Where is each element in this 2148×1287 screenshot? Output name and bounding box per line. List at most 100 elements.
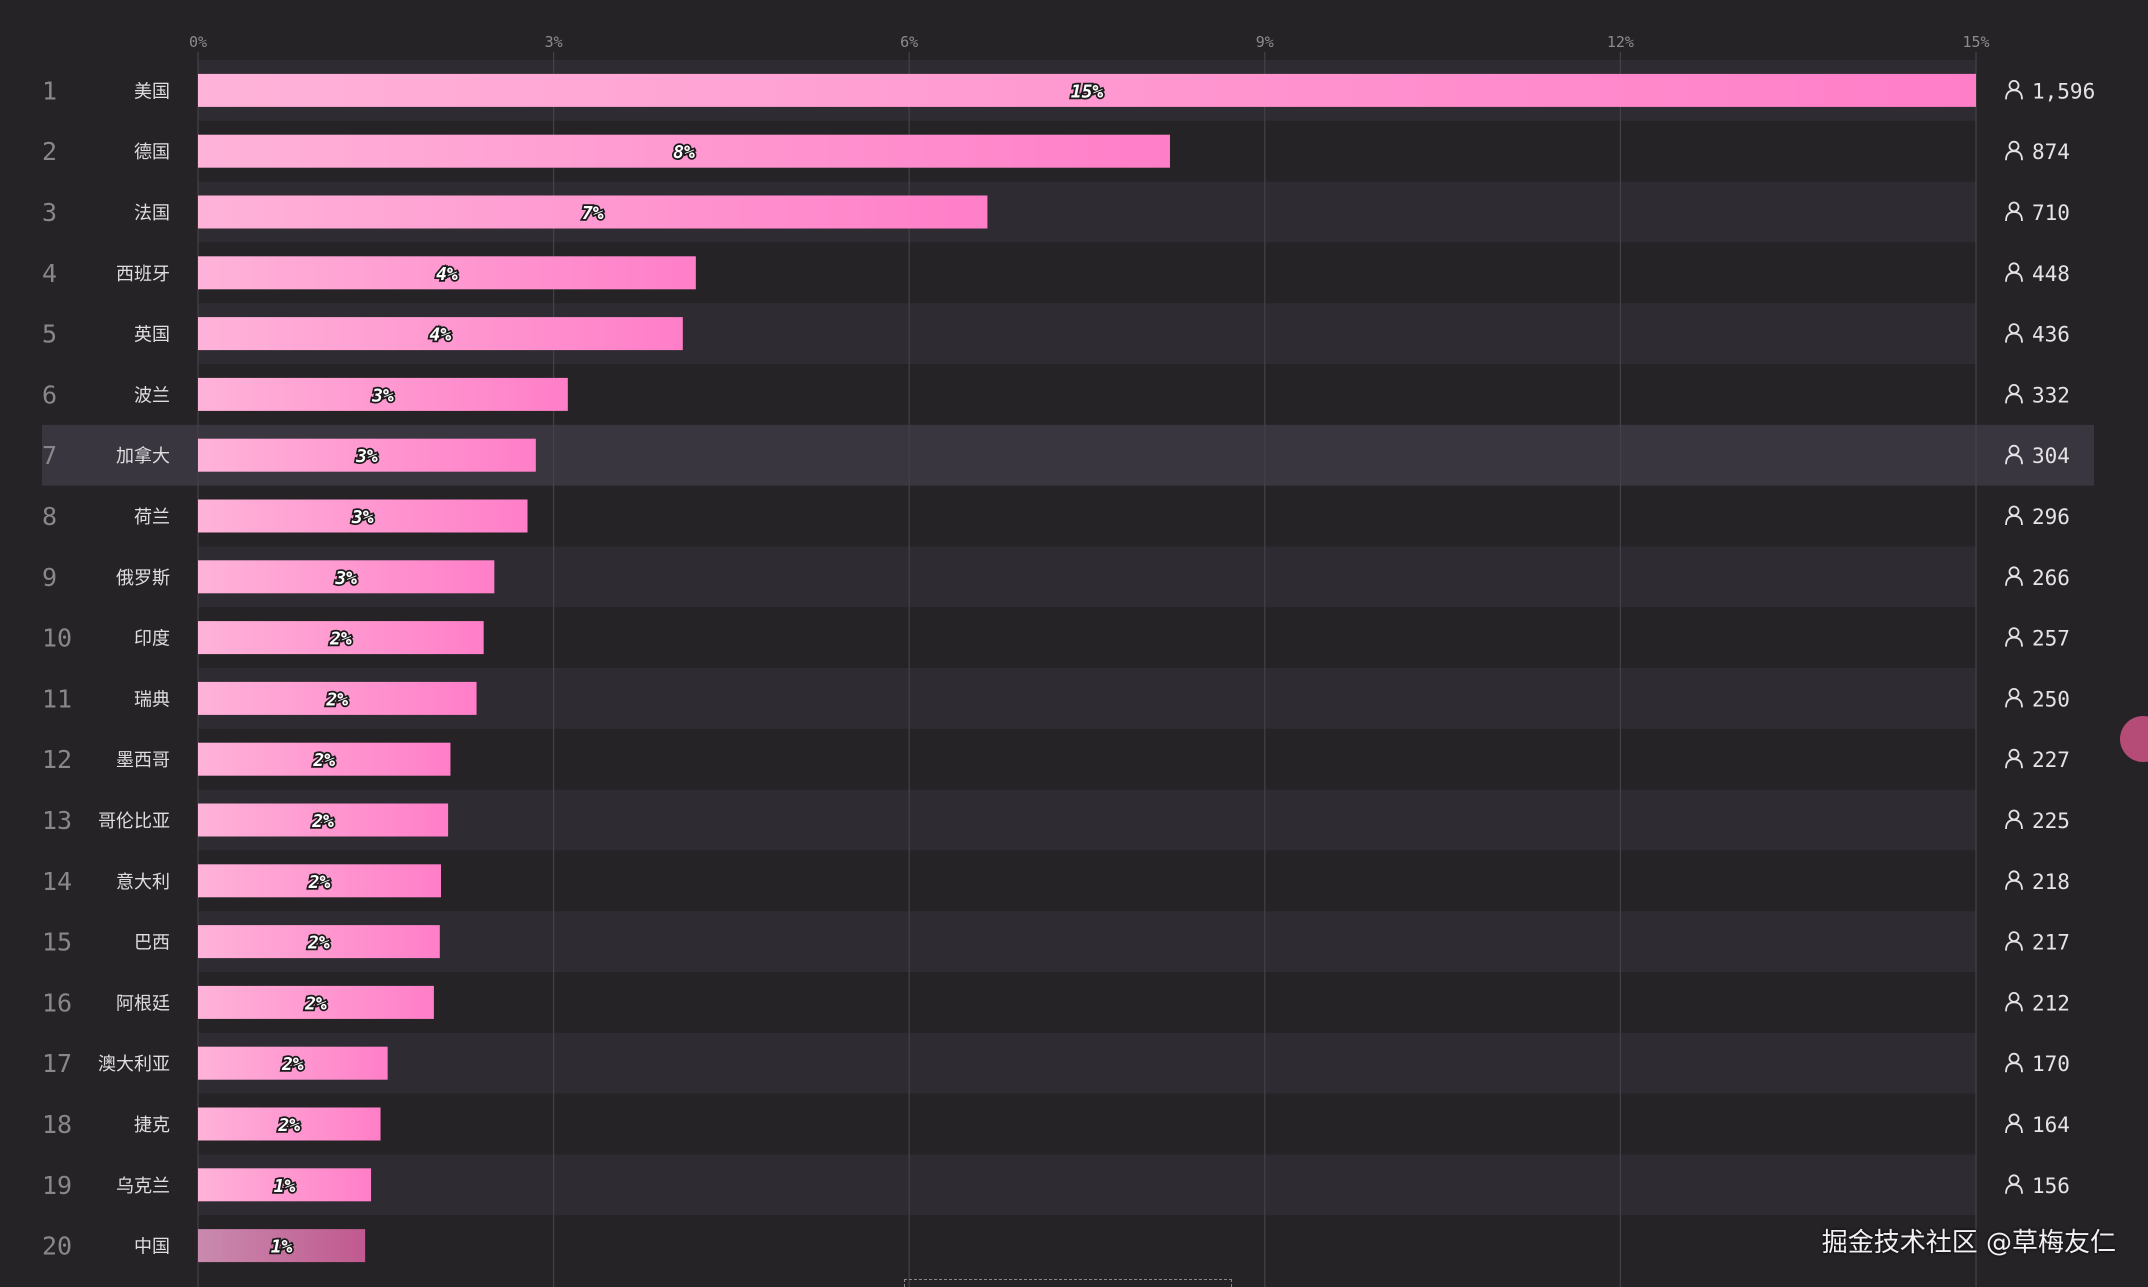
user-icon [2005,505,2023,526]
user-icon [2005,931,2023,951]
row-stripe [198,668,1976,729]
country-label: 乌克兰 [116,1176,170,1197]
country-label: 法国 [134,203,170,224]
bar-value-label: 1% [271,1237,293,1258]
bar-value-label: 3% [371,385,394,406]
bar-value-label: 8% [673,142,695,163]
rank-label: 19 [42,1171,72,1200]
user-icon [2005,444,2023,465]
user-icon [2005,748,2023,769]
count-label: 448 [2032,262,2070,286]
bar-value-label: 15% [1071,81,1104,102]
bar [198,499,528,533]
bar [198,621,484,655]
rank-label: 1 [42,76,57,105]
user-icon [2005,80,2023,100]
bar-value-label: 2% [277,1115,300,1136]
x-tick-label: 12% [1607,33,1634,51]
country-label: 西班牙 [116,264,170,285]
country-label: 荷兰 [134,507,170,528]
user-icon [2005,323,2023,343]
x-tick-label: 6% [900,33,918,51]
count-label: 170 [2032,1052,2070,1076]
count-label: 227 [2032,748,2070,772]
rank-label: 7 [42,441,57,470]
count-label: 212 [2032,991,2070,1015]
bar-value-label: 7% [582,203,604,224]
bar-value-label: 3% [351,507,374,528]
country-label: 英国 [134,325,170,346]
count-label: 250 [2032,687,2070,711]
user-icon [2005,1113,2023,1134]
bar-value-label: 2% [329,629,352,650]
count-label: 218 [2032,870,2070,894]
x-tick-label: 3% [545,33,563,51]
user-icon [2005,809,2023,830]
user-icon [2005,262,2023,282]
rank-label: 13 [42,806,72,835]
bar [198,1168,372,1202]
bar-value-label: 1% [274,1176,296,1197]
bar [198,742,451,776]
rank-label: 6 [42,380,57,409]
country-label: 澳大利亚 [98,1054,170,1075]
x-tick-label: 0% [189,33,207,51]
count-label: 436 [2032,323,2070,347]
bar-value-label: 4% [430,325,452,346]
bar [198,438,536,472]
bar-value-label: 2% [307,933,330,954]
user-icon [2005,383,2023,404]
bar [198,803,449,837]
watermark: 掘金技术社区 @草梅友仁 [1821,1228,2116,1258]
country-label: 意大利 [116,872,170,893]
bar-value-label: 3% [355,446,378,467]
count-label: 1,596 [2032,79,2095,103]
user-icon [2005,140,2023,161]
count-label: 225 [2032,809,2070,833]
user-icon [2005,627,2023,647]
bar-value-label: 2% [312,750,335,771]
bar [198,1046,388,1080]
country-label: 俄罗斯 [116,568,170,589]
rank-label: 10 [42,624,72,653]
country-label: 中国 [134,1237,170,1258]
country-label: 巴西 [134,933,170,954]
count-label: 710 [2032,201,2070,225]
user-icon [2005,688,2023,708]
count-label: 332 [2032,383,2070,407]
country-label: 墨西哥 [116,750,170,771]
bar-value-label: 4% [436,264,458,285]
scroll-indicator [904,1279,1232,1287]
count-label: 156 [2032,1174,2070,1198]
user-icon [2005,1174,2023,1194]
bar [198,256,696,290]
rank-label: 11 [42,684,72,713]
bar [198,1107,381,1141]
bar [198,925,440,959]
country-label: 瑞典 [134,689,170,710]
rank-label: 5 [42,320,57,349]
bar [198,1229,366,1263]
rank-label: 9 [42,563,57,592]
rank-label: 20 [42,1232,72,1261]
bar [198,985,434,1019]
count-label: 217 [2032,931,2070,955]
bar-value-label: 2% [281,1054,304,1075]
x-tick-label: 9% [1256,33,1274,51]
row-stripe [198,1154,1976,1216]
count-label: 296 [2032,505,2070,529]
bar [198,317,683,351]
count-label: 257 [2032,627,2070,651]
bar [198,195,988,229]
bar-value-label: 2% [308,872,331,893]
country-label: 波兰 [134,385,170,406]
bar [198,864,441,898]
bar [198,560,495,594]
bar [198,377,568,411]
rank-label: 17 [42,1049,72,1078]
rank-label: 2 [42,137,57,166]
country-label: 德国 [134,142,170,163]
country-label: 捷克 [134,1115,170,1136]
